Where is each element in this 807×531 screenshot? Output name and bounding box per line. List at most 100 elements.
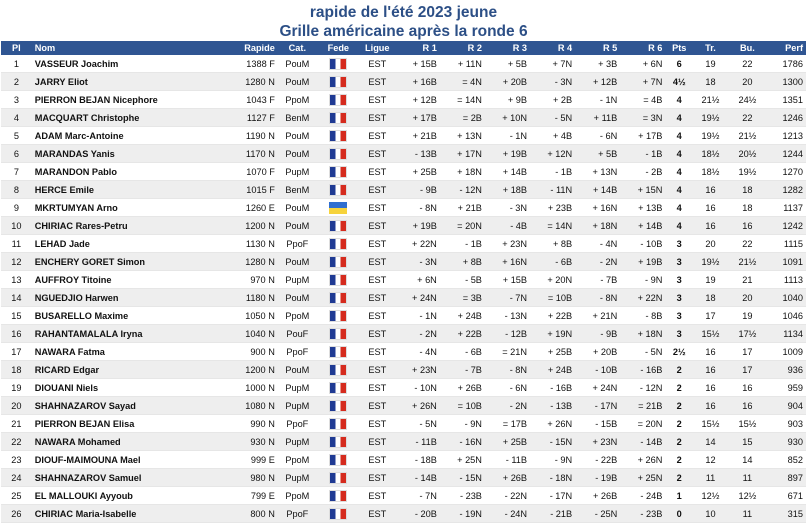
cell-round-2: - 7B bbox=[439, 360, 485, 379]
cell-tiebreak-bu: 15 bbox=[727, 432, 767, 451]
col-header-perf: Perf bbox=[766, 41, 806, 55]
cell-tiebreak-tr: 11 bbox=[693, 468, 728, 487]
cell-performance: 1134 bbox=[766, 324, 806, 343]
france-flag-icon bbox=[329, 507, 348, 520]
cell-rapid-rating: 1170 N bbox=[218, 144, 278, 163]
cell-round-5: - 15B bbox=[575, 414, 621, 433]
cell-round-1: + 24N bbox=[394, 288, 440, 307]
cell-tiebreak-bu: 17 bbox=[727, 342, 767, 361]
france-flag-icon bbox=[329, 471, 348, 484]
cell-round-5: - 9B bbox=[575, 324, 621, 343]
cell-round-2: = 4N bbox=[439, 72, 485, 91]
cell-round-3: - 1N bbox=[484, 126, 531, 145]
cell-rapid-rating: 1260 E bbox=[218, 198, 278, 217]
cell-round-4: - 5N bbox=[530, 108, 576, 127]
cell-tiebreak-tr: 17 bbox=[693, 306, 728, 325]
cell-player-name: MARANDAS Yanis bbox=[31, 144, 219, 163]
cell-round-4: - 16B bbox=[530, 378, 576, 397]
cell-tiebreak-tr: 21½ bbox=[693, 90, 728, 109]
cell-round-2: + 24B bbox=[439, 306, 485, 325]
cell-round-5: + 13N bbox=[575, 162, 621, 181]
france-flag-icon bbox=[329, 165, 348, 178]
cell-rapid-rating: 1190 N bbox=[218, 126, 278, 145]
cell-player-name: MKRTUMYAN Arno bbox=[31, 198, 219, 217]
cell-round-3: + 9B bbox=[484, 90, 531, 109]
cell-round-1: - 8N bbox=[394, 198, 440, 217]
cell-category: PpoF bbox=[277, 342, 317, 361]
cell-round-3: + 23N bbox=[484, 234, 531, 253]
col-header-r5: R 5 bbox=[575, 41, 621, 55]
cell-performance: 1351 bbox=[766, 90, 806, 109]
cell-tiebreak-tr: 18½ bbox=[693, 162, 728, 181]
france-flag-icon bbox=[329, 453, 348, 466]
table-row: 22 NAWARA Mohamed 930 N PupM EST - 11B - 16N + … bbox=[1, 432, 806, 451]
cell-tiebreak-tr: 12½ bbox=[693, 486, 728, 505]
cell-tiebreak-bu: 19 bbox=[727, 306, 767, 325]
cell-league: EST bbox=[359, 180, 395, 199]
cell-round-3: - 11B bbox=[484, 450, 531, 469]
cell-round-1: - 1N bbox=[394, 306, 440, 325]
cell-place: 11 bbox=[1, 234, 32, 253]
cell-points: 6 bbox=[665, 55, 694, 73]
cell-place: 9 bbox=[1, 198, 32, 217]
cell-federation-flag bbox=[316, 468, 360, 487]
cell-tiebreak-bu: 20½ bbox=[727, 144, 767, 163]
table-row: 3 PIERRON BEJAN Nicephore 1043 F PpoM EST + 1… bbox=[1, 90, 806, 109]
cell-tiebreak-bu: 11 bbox=[727, 468, 767, 487]
table-row: 26 CHIRIAC Maria-Isabelle 800 N PpoF EST - 20… bbox=[1, 504, 806, 523]
cell-rapid-rating: 1280 N bbox=[218, 252, 278, 271]
cell-round-2: - 9N bbox=[439, 414, 485, 433]
table-row: 18 RICARD Edgar 1200 N PouM EST + 23N - 7B - 8N… bbox=[1, 360, 806, 379]
cell-round-3: - 22N bbox=[484, 486, 531, 505]
cell-round-4: + 7N bbox=[530, 55, 576, 73]
cell-round-4: - 13B bbox=[530, 396, 576, 415]
cell-tiebreak-tr: 16 bbox=[693, 342, 728, 361]
france-flag-icon bbox=[329, 435, 348, 448]
cell-round-2: = 3B bbox=[439, 288, 485, 307]
table-row: 13 AUFFROY Titoine 970 N PupM EST + 6N - 5B + 1… bbox=[1, 270, 806, 289]
cell-round-6: + 15N bbox=[620, 180, 666, 199]
cell-league: EST bbox=[359, 414, 395, 433]
cell-performance: 315 bbox=[766, 504, 806, 523]
france-flag-icon bbox=[329, 93, 348, 106]
cell-round-6: - 14B bbox=[620, 432, 666, 451]
cell-player-name: CHIRIAC Rares-Petru bbox=[31, 216, 219, 235]
cell-player-name: JARRY Eliot bbox=[31, 72, 219, 91]
cell-player-name: PIERRON BEJAN Nicephore bbox=[31, 90, 219, 109]
cell-round-6: - 10B bbox=[620, 234, 666, 253]
cell-federation-flag bbox=[316, 234, 360, 253]
cell-round-4: + 19N bbox=[530, 324, 576, 343]
cell-category: PupM bbox=[277, 396, 317, 415]
cell-place: 25 bbox=[1, 486, 32, 505]
table-row: 20 SHAHNAZAROV Sayad 1080 N PupM EST + 26N = 1… bbox=[1, 396, 806, 415]
cell-round-2: + 25N bbox=[439, 450, 485, 469]
cell-round-5: + 24N bbox=[575, 378, 621, 397]
cell-round-4: = 14N bbox=[530, 216, 576, 235]
table-row: 23 DIOUF-MAIMOUNA Mael 999 E PpoM EST - 18B + … bbox=[1, 450, 806, 469]
cell-round-6: + 25N bbox=[620, 468, 666, 487]
cell-category: PouM bbox=[277, 288, 317, 307]
cell-category: PouM bbox=[277, 360, 317, 379]
cell-rapid-rating: 800 N bbox=[218, 504, 278, 523]
cell-tiebreak-bu: 17½ bbox=[727, 324, 767, 343]
table-row: 15 BUSARELLO Maxime 1050 N PpoM EST - 1N + 24B… bbox=[1, 306, 806, 325]
cell-player-name: VASSEUR Joachim bbox=[31, 55, 219, 73]
cell-player-name: DIOUANI Niels bbox=[31, 378, 219, 397]
france-flag-icon bbox=[329, 489, 348, 502]
cell-federation-flag bbox=[316, 450, 360, 469]
cell-round-4: - 3N bbox=[530, 72, 576, 91]
cell-round-6: = 4B bbox=[620, 90, 666, 109]
col-header-r6: R 6 bbox=[620, 41, 666, 55]
cell-performance: 1113 bbox=[766, 270, 806, 289]
cell-round-2: + 18N bbox=[439, 162, 485, 181]
cell-league: EST bbox=[359, 90, 395, 109]
cell-round-6: - 1B bbox=[620, 144, 666, 163]
cell-points: 3 bbox=[665, 324, 694, 343]
cell-round-5: + 14B bbox=[575, 180, 621, 199]
cell-federation-flag bbox=[316, 144, 360, 163]
cell-league: EST bbox=[359, 468, 395, 487]
france-flag-icon bbox=[329, 111, 348, 124]
cell-league: EST bbox=[359, 252, 395, 271]
france-flag-icon bbox=[329, 255, 348, 268]
cell-category: BenM bbox=[277, 108, 317, 127]
